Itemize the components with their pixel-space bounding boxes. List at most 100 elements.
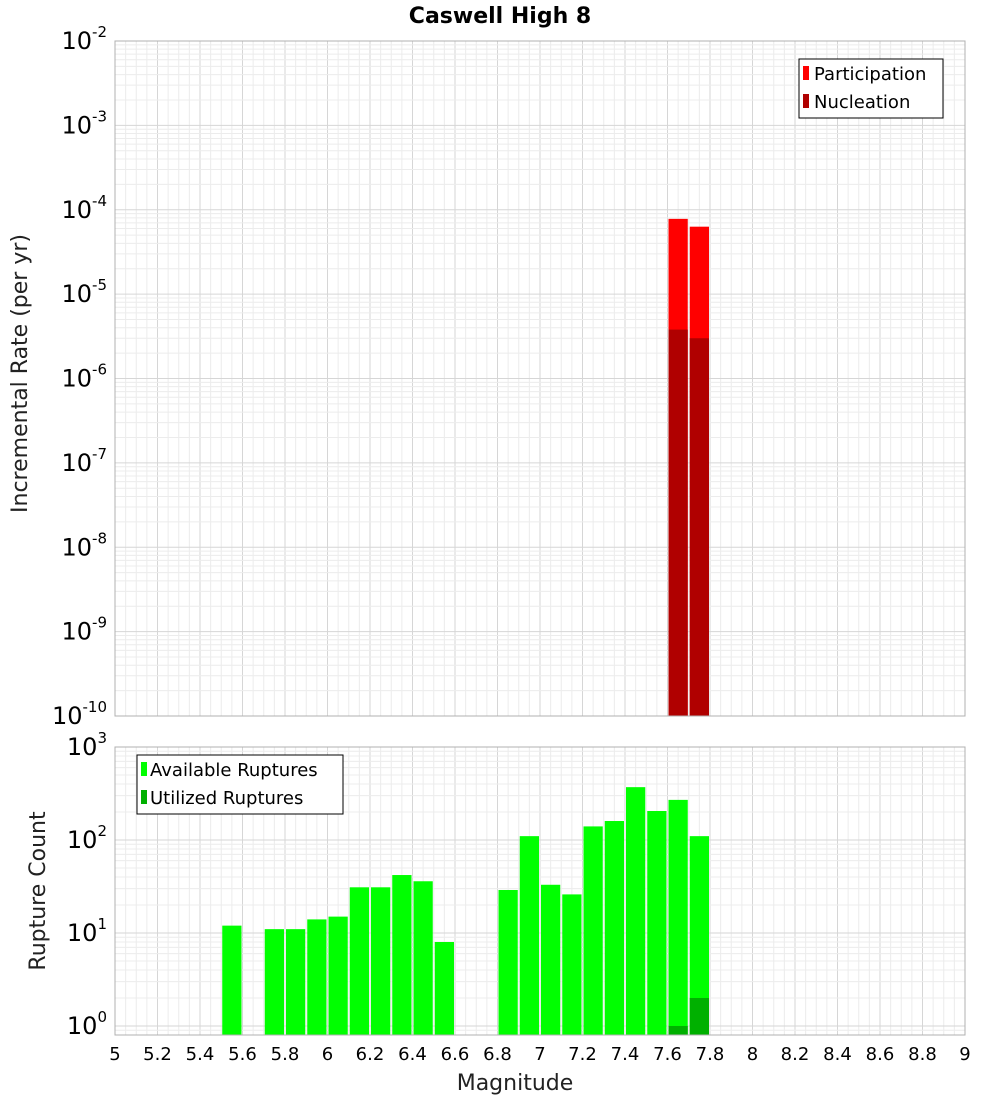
bar-available-ruptures-6-95 <box>519 836 539 1035</box>
bar-available-ruptures-7-55 <box>647 811 667 1035</box>
bar-available-ruptures-5-55 <box>222 925 242 1035</box>
x-tick-label: 6.6 <box>441 1044 470 1065</box>
y-tick-base: 10 <box>61 27 92 55</box>
bar-available-ruptures-7-35 <box>604 821 624 1035</box>
y-tick-base: 10 <box>67 919 98 947</box>
bar-available-ruptures-7-45 <box>626 787 646 1035</box>
y-tick-exponent: 3 <box>97 729 107 747</box>
x-tick-label: 8.6 <box>866 1044 895 1065</box>
y-tick-exponent: -7 <box>92 445 107 463</box>
x-tick-label: 7.8 <box>696 1044 725 1065</box>
bar-available-ruptures-6-55 <box>434 942 454 1035</box>
x-tick-label: 8.8 <box>908 1044 937 1065</box>
bottom-y-axis-label: Rupture Count <box>26 811 51 971</box>
bar-available-ruptures-6-05 <box>328 916 348 1035</box>
y-tick-exponent: 1 <box>97 915 107 933</box>
x-tick-label: 7.6 <box>653 1044 682 1065</box>
bottom-legend-box <box>136 754 344 815</box>
bar-available-ruptures-6-35 <box>392 875 412 1035</box>
legend-label-utilized-ruptures: Utilized Ruptures <box>150 788 303 809</box>
bar-utilized-ruptures-7-65 <box>668 1025 688 1035</box>
y-tick-base: 10 <box>61 280 92 308</box>
y-tick-base: 10 <box>67 733 98 761</box>
y-tick-exponent: -10 <box>83 698 108 716</box>
top-plot-bars <box>668 218 709 716</box>
x-axis-ticks: 5 5.2 5.4 5.6 5.8 6 6.2 6.4 6.6 6.8 7 7.2 7.4 7.6 7.8 8… <box>109 1044 970 1065</box>
bar-nucleation-7-75 <box>689 338 709 716</box>
bar-available-ruptures-7-15 <box>562 894 582 1035</box>
y-tick-exponent: -3 <box>92 107 107 125</box>
bottom-y-tick-label: 103 <box>67 729 107 761</box>
x-tick-label: 5.8 <box>271 1044 300 1065</box>
bar-available-ruptures-7-75 <box>689 836 709 1035</box>
y-tick-base: 10 <box>52 702 83 730</box>
bar-available-ruptures-5-75 <box>264 929 284 1035</box>
top-y-tick-label: 10-2 <box>61 23 107 55</box>
bar-available-ruptures-6-25 <box>371 887 391 1035</box>
chart-title: Caswell High 8 <box>409 4 591 29</box>
top-y-tick-label: 10-8 <box>61 529 107 561</box>
legend-label-available-ruptures: Available Ruptures <box>150 760 318 781</box>
bottom-y-tick-label: 100 <box>67 1008 107 1040</box>
y-tick-exponent: -4 <box>92 192 107 210</box>
x-tick-label: 6.8 <box>483 1044 512 1065</box>
bottom-plot-frame <box>114 746 966 1036</box>
top-y-tick-label: 10-4 <box>61 192 107 224</box>
bar-available-ruptures-7-25 <box>583 826 603 1035</box>
y-tick-base: 10 <box>67 826 98 854</box>
x-tick-label: 7 <box>534 1044 545 1065</box>
bar-available-ruptures-6-85 <box>498 889 518 1035</box>
top-y-tick-label: 10-3 <box>61 107 107 139</box>
x-tick-label: 9 <box>959 1044 970 1065</box>
top-plot-frame <box>114 40 966 717</box>
bar-available-ruptures-7-05 <box>541 884 561 1035</box>
bar-utilized-ruptures-7-75 <box>689 997 709 1035</box>
bottom-y-tick-label: 101 <box>67 915 107 947</box>
y-tick-exponent: -6 <box>92 361 107 379</box>
y-tick-base: 10 <box>67 1012 98 1040</box>
bottom-legend: Available Ruptures Utilized Ruptures <box>136 754 344 815</box>
y-tick-base: 10 <box>61 533 92 561</box>
bar-nucleation-7-65 <box>668 329 688 716</box>
y-tick-base: 10 <box>61 449 92 477</box>
bar-available-ruptures-6-15 <box>349 887 369 1035</box>
x-tick-label: 7.2 <box>568 1044 597 1065</box>
x-tick-label: 8.2 <box>781 1044 810 1065</box>
top-legend: Participation Nucleation <box>798 58 944 119</box>
x-tick-label: 5.2 <box>143 1044 172 1065</box>
top-y-axis-label: Incremental Rate (per yr) <box>8 234 33 513</box>
x-tick-label: 6 <box>322 1044 333 1065</box>
y-tick-base: 10 <box>61 196 92 224</box>
top-y-tick-label: 10-6 <box>61 361 107 393</box>
x-tick-label: 5 <box>109 1044 120 1065</box>
x-axis-label: Magnitude <box>457 1071 574 1096</box>
x-tick-label: 8 <box>747 1044 758 1065</box>
x-tick-label: 8.4 <box>823 1044 852 1065</box>
y-tick-base: 10 <box>61 618 92 646</box>
bar-available-ruptures-7-65 <box>668 799 688 1035</box>
top-y-tick-label: 10-10 <box>52 698 107 730</box>
bar-available-ruptures-6-45 <box>413 881 433 1035</box>
y-tick-exponent: 2 <box>97 822 107 840</box>
top-y-tick-label: 10-5 <box>61 276 107 308</box>
legend-swatch-nucleation <box>803 94 809 108</box>
y-tick-base: 10 <box>61 111 92 139</box>
y-tick-exponent: -5 <box>92 276 107 294</box>
legend-swatch-available-ruptures <box>141 762 147 776</box>
bottom-plot-bars <box>222 787 709 1035</box>
x-tick-label: 7.4 <box>611 1044 640 1065</box>
x-tick-label: 5.4 <box>186 1044 215 1065</box>
legend-label-nucleation: Nucleation <box>814 92 910 113</box>
legend-swatch-participation <box>803 66 809 80</box>
x-tick-label: 6.2 <box>356 1044 385 1065</box>
legend-swatch-utilized-ruptures <box>141 790 147 804</box>
top-plot-grid <box>114 40 966 717</box>
y-tick-exponent: 0 <box>97 1008 107 1026</box>
bar-available-ruptures-5-85 <box>286 929 306 1035</box>
legend-label-participation: Participation <box>814 64 926 85</box>
y-tick-exponent: -8 <box>92 529 107 547</box>
x-tick-label: 5.6 <box>228 1044 257 1065</box>
